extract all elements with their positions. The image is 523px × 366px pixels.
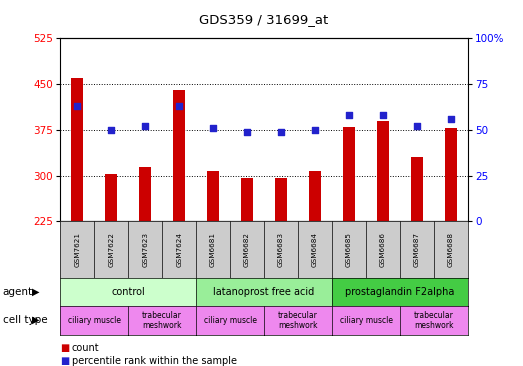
Text: GSM6683: GSM6683: [278, 232, 284, 267]
Point: [379, 112, 388, 118]
Text: trabecular
meshwork: trabecular meshwork: [278, 310, 318, 330]
Text: GSM6688: GSM6688: [448, 232, 454, 267]
Bar: [207, 171, 219, 221]
Text: GSM6684: GSM6684: [312, 232, 318, 267]
Point: [447, 116, 456, 122]
Point: [345, 112, 354, 118]
Point: [311, 127, 320, 133]
Text: trabecular
meshwork: trabecular meshwork: [142, 310, 182, 330]
Bar: [377, 121, 389, 221]
Point: [243, 129, 252, 135]
Text: GSM7623: GSM7623: [142, 232, 148, 267]
Text: GSM6687: GSM6687: [414, 232, 420, 267]
Text: count: count: [72, 343, 99, 354]
Point: [73, 103, 82, 109]
Text: prostaglandin F2alpha: prostaglandin F2alpha: [345, 287, 455, 297]
Text: agent: agent: [3, 287, 33, 297]
Text: latanoprost free acid: latanoprost free acid: [213, 287, 315, 297]
Text: ciliary muscle: ciliary muscle: [203, 316, 257, 325]
Text: ▶: ▶: [32, 315, 39, 325]
Text: GSM7624: GSM7624: [176, 232, 182, 267]
Text: ■: ■: [60, 343, 70, 354]
Bar: [71, 78, 83, 221]
Bar: [309, 171, 321, 221]
Bar: [173, 90, 185, 221]
Text: GSM6681: GSM6681: [210, 232, 216, 267]
Point: [413, 123, 422, 129]
Bar: [343, 127, 355, 221]
Text: cell type: cell type: [3, 315, 47, 325]
Text: ciliary muscle: ciliary muscle: [67, 316, 121, 325]
Bar: [411, 157, 423, 221]
Text: trabecular
meshwork: trabecular meshwork: [414, 310, 454, 330]
Point: [141, 123, 150, 129]
Text: GSM7621: GSM7621: [74, 232, 80, 267]
Bar: [275, 178, 287, 221]
Bar: [139, 167, 151, 221]
Text: GSM7622: GSM7622: [108, 232, 114, 267]
Bar: [445, 128, 457, 221]
Text: GSM6682: GSM6682: [244, 232, 250, 267]
Text: GSM6685: GSM6685: [346, 232, 352, 267]
Text: control: control: [111, 287, 145, 297]
Point: [277, 129, 286, 135]
Text: ▶: ▶: [32, 287, 39, 297]
Point: [107, 127, 116, 133]
Bar: [241, 178, 253, 221]
Text: GDS359 / 31699_at: GDS359 / 31699_at: [199, 13, 329, 26]
Text: percentile rank within the sample: percentile rank within the sample: [72, 355, 236, 366]
Text: ■: ■: [60, 355, 70, 366]
Text: GSM6686: GSM6686: [380, 232, 386, 267]
Point: [209, 125, 218, 131]
Point: [175, 103, 184, 109]
Text: ciliary muscle: ciliary muscle: [339, 316, 393, 325]
Bar: [105, 175, 117, 221]
